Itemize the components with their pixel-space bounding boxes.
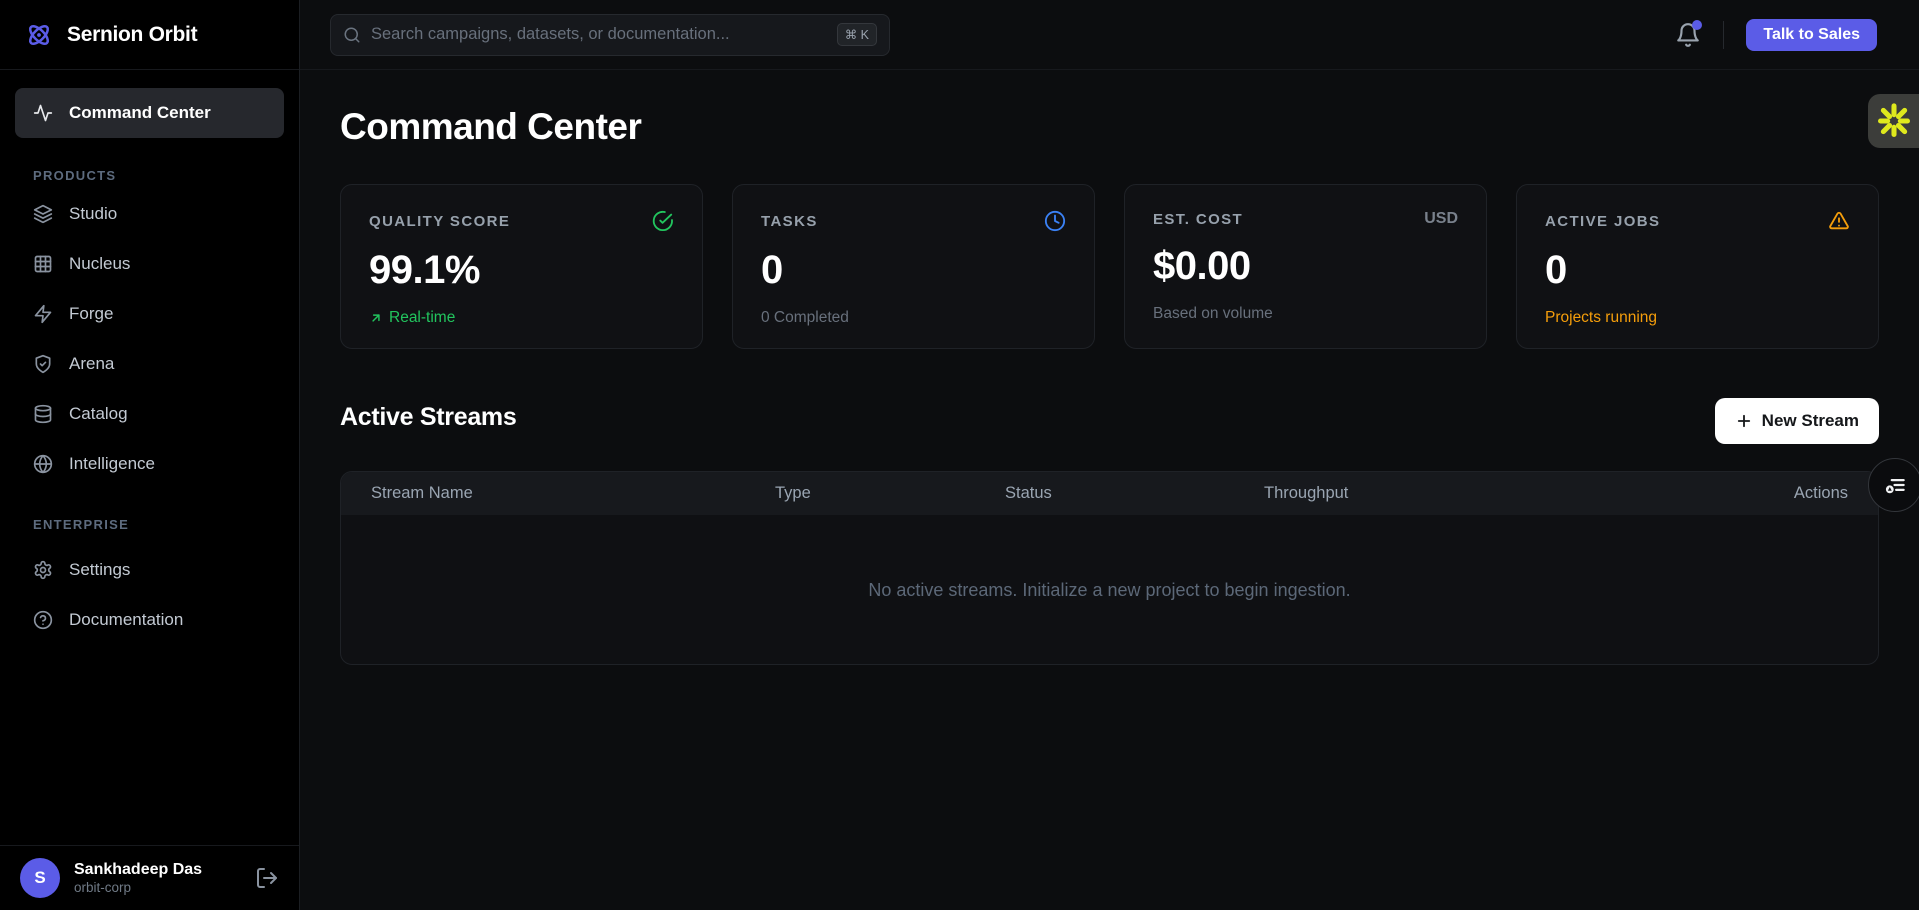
sidebar-item-documentation[interactable]: Documentation [15, 595, 284, 645]
column-header-actions: Actions [1793, 484, 1848, 502]
logout-icon [255, 866, 279, 890]
stat-value: 0 [1545, 248, 1567, 292]
sidebar-item-label: Documentation [69, 610, 184, 629]
sidebar-item-label: Command Center [69, 103, 211, 122]
sidebar-item-intelligence[interactable]: Intelligence [15, 439, 284, 489]
gear-icon [33, 560, 53, 580]
pinwheel-icon [1875, 102, 1913, 140]
notification-dot [1692, 20, 1703, 30]
sidebar-item-studio[interactable]: Studio [15, 189, 284, 239]
sidebar-section-enterprise: ENTERPRISE [33, 517, 130, 532]
sidebar-item-label: Nucleus [69, 254, 131, 273]
stat-subtext: Real-time [369, 309, 674, 327]
streams-table-header: Stream Name Type Status Throughput Actio… [341, 472, 1878, 515]
stat-cards: QUALITY SCORE 99.1% Real-time TASKS [340, 184, 1879, 349]
sidebar-item-label: Arena [69, 354, 115, 373]
stat-subtext: 0 Completed [761, 309, 849, 326]
clock-icon [1044, 210, 1066, 232]
sidebar-section-products: PRODUCTS [33, 168, 117, 183]
shield-check-icon [33, 354, 53, 374]
page-title: Command Center [340, 106, 642, 147]
sidebar-item-label: Settings [69, 560, 131, 579]
notifications-button[interactable] [1675, 20, 1703, 48]
bell-icon [1675, 22, 1701, 48]
search-box: ⌘ K [330, 13, 890, 56]
stat-label: ACTIVE JOBS [1545, 212, 1661, 230]
sidebar-item-forge[interactable]: Forge [15, 289, 284, 339]
stat-card-tasks: TASKS 0 0 Completed [732, 184, 1095, 349]
topbar-actions: Talk to Sales [1675, 0, 1877, 70]
alert-triangle-icon [1828, 210, 1850, 232]
stat-value: 99.1% [369, 248, 480, 292]
sidebar-item-label: Intelligence [69, 454, 156, 473]
avatar: S [20, 858, 60, 898]
help-circle-icon [33, 610, 53, 630]
empty-state-message: No active streams. Initialize a new proj… [868, 580, 1351, 600]
topbar-divider [1723, 21, 1725, 49]
column-header-type: Type [775, 484, 811, 502]
user-org: orbit-corp [74, 880, 132, 895]
stat-label: EST. COST [1153, 210, 1244, 228]
stat-value: 0 [761, 248, 783, 292]
grid-icon [33, 254, 53, 274]
sidebar-item-command-center[interactable]: Command Center [15, 88, 284, 138]
stat-label: QUALITY SCORE [369, 212, 511, 230]
sidebar-item-label: Studio [69, 204, 118, 223]
stat-subtext: Based on volume [1153, 305, 1273, 322]
talk-to-sales-button[interactable]: Talk to Sales [1746, 19, 1877, 51]
check-circle-icon [652, 210, 674, 232]
main-area: ⌘ K Talk to Sales Command Center QUALITY… [300, 0, 1919, 910]
brand-name: Sernion Orbit [67, 22, 198, 46]
topbar: ⌘ K Talk to Sales [300, 0, 1919, 70]
streams-section-title: Active Streams [340, 403, 517, 431]
stat-card-est-cost: EST. COST USD $0.00 Based on volume [1124, 184, 1487, 349]
feedback-widget-button[interactable] [1868, 94, 1919, 148]
stat-card-quality-score: QUALITY SCORE 99.1% Real-time [340, 184, 703, 349]
layers-icon [33, 204, 53, 224]
search-input[interactable] [371, 25, 827, 44]
user-profile: S Sankhadeep Das orbit-corp [0, 845, 299, 910]
user-name: Sankhadeep Das [74, 861, 203, 878]
stat-label: TASKS [761, 212, 818, 230]
sidebar-item-arena[interactable]: Arena [15, 339, 284, 389]
sidebar: Sernion Orbit Command Center PRODUCTS St… [0, 0, 300, 910]
sidebar-item-label: Catalog [69, 404, 128, 423]
streams-table: Stream Name Type Status Throughput Actio… [340, 471, 1879, 665]
widget-menu-button[interactable] [1868, 458, 1919, 512]
stat-subtext: Projects running [1545, 309, 1658, 326]
sidebar-item-label: Forge [69, 304, 114, 323]
plus-icon [1735, 412, 1753, 430]
column-header-stream-name: Stream Name [371, 484, 473, 502]
atom-icon [24, 20, 54, 50]
activity-icon [33, 103, 53, 123]
sidebar-item-nucleus[interactable]: Nucleus [15, 239, 284, 289]
list-menu-icon [1882, 472, 1908, 498]
sidebar-item-settings[interactable]: Settings [15, 545, 284, 595]
stat-card-active-jobs: ACTIVE JOBS 0 Projects running [1516, 184, 1879, 349]
sidebar-header: Sernion Orbit [0, 0, 299, 70]
globe-icon [33, 454, 53, 474]
currency-label: USD [1424, 210, 1458, 227]
search-icon [343, 26, 361, 44]
sidebar-item-catalog[interactable]: Catalog [15, 389, 284, 439]
column-header-status: Status [1005, 484, 1052, 502]
zap-icon [33, 304, 53, 324]
new-stream-button[interactable]: New Stream [1714, 398, 1879, 444]
sidebar-nav: Command Center PRODUCTS Studio Nucleus [0, 70, 299, 645]
logout-button[interactable] [255, 866, 279, 890]
database-icon [33, 404, 53, 424]
column-header-throughput: Throughput [1264, 484, 1349, 502]
stat-value: $0.00 [1153, 244, 1251, 288]
keyboard-shortcut-badge: ⌘ K [836, 23, 877, 46]
arrow-up-right-icon [369, 311, 383, 325]
